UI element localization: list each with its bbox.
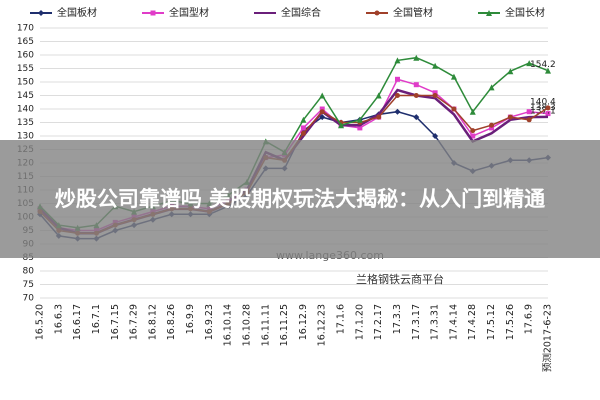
y-tick-label: 150 <box>17 78 34 88</box>
value-label: 138.3 <box>530 103 556 113</box>
point <box>432 62 439 69</box>
x-tick-label: 16.9.23 <box>204 304 215 340</box>
point <box>38 10 44 16</box>
point <box>432 93 438 98</box>
point <box>150 10 156 16</box>
point <box>356 116 363 123</box>
point <box>526 117 532 123</box>
x-tick-label: 17.1.6 <box>336 304 347 334</box>
y-tick-label: 145 <box>17 91 34 101</box>
point <box>489 122 495 128</box>
point <box>545 105 551 111</box>
point <box>526 109 532 115</box>
x-tick-label: 16.8.12 <box>147 304 158 340</box>
x-tick-label: 17.5.26 <box>505 304 516 340</box>
point <box>450 73 457 80</box>
x-tick-label: 16.7.1 <box>91 304 102 334</box>
x-tick-label: 16.11.25 <box>279 304 290 346</box>
point <box>526 60 533 67</box>
legend-label: 全国管材 <box>393 6 433 19</box>
x-tick-label: 17.2.17 <box>373 304 384 340</box>
source: 兰格钢铁云商平台 <box>356 272 444 286</box>
y-tick-label: 170 <box>17 24 34 34</box>
point <box>413 114 420 121</box>
y-tick-label: 165 <box>17 37 34 47</box>
point <box>507 114 513 120</box>
y-tick-label: 70 <box>23 294 35 304</box>
point <box>470 133 476 139</box>
x-tick-label: 17.6.9 <box>524 304 535 334</box>
point <box>432 90 438 96</box>
point <box>413 54 420 61</box>
point <box>394 76 400 82</box>
x-tick-label: 16.6.3 <box>53 304 64 334</box>
point <box>375 92 382 99</box>
x-tick-label: 16.7.15 <box>110 304 121 340</box>
y-tick-label: 80 <box>23 267 35 277</box>
x-tick-label: 16.7.29 <box>129 304 140 340</box>
x-tick-label: 16.11.11 <box>260 304 271 346</box>
legend-label: 全国板材 <box>57 6 97 19</box>
overlay-banner: 炒股公司靠谱吗 美股期权玩法大揭秘：从入门到精通 <box>0 140 600 258</box>
point <box>545 67 551 74</box>
y-tick-label: 75 <box>23 280 34 290</box>
point <box>338 122 345 129</box>
point <box>376 114 382 120</box>
x-tick-label: 17.3.17 <box>411 304 422 340</box>
x-tick-label: 17.4.14 <box>448 304 459 340</box>
point <box>319 106 325 112</box>
y-tick-label: 140 <box>17 105 34 115</box>
point <box>486 10 492 16</box>
point <box>545 111 551 117</box>
point <box>374 10 380 16</box>
overlay-text: 炒股公司靠谱吗 美股期权玩法大揭秘：从入门到精通 <box>54 187 546 211</box>
legend-label: 全国综合 <box>281 6 321 19</box>
point <box>300 130 306 136</box>
y-tick-label: 85 <box>23 253 34 263</box>
x-tick-label: 16.12.23 <box>317 304 328 346</box>
point <box>300 125 306 131</box>
x-tick-label: 17.5.12 <box>486 304 497 340</box>
x-tick-label: 17.3.3 <box>392 304 403 334</box>
x-tick-label: 17.3.31 <box>430 304 441 340</box>
x-tick-label: 16.5.20 <box>35 304 46 340</box>
value-label: 154.2 <box>530 60 556 70</box>
y-tick-label: 130 <box>17 132 34 142</box>
x-tick-label: 17.4.28 <box>467 304 478 340</box>
legend-label: 全国长材 <box>505 6 545 19</box>
x-tick-label: 16.10.14 <box>223 304 234 346</box>
x-tick-label: 16.8.26 <box>166 304 177 340</box>
point <box>489 125 495 131</box>
y-tick-label: 155 <box>17 64 34 74</box>
point <box>469 108 476 115</box>
point <box>394 93 400 98</box>
point <box>432 133 439 139</box>
x-tick-label: 17.1.20 <box>354 304 365 340</box>
point <box>451 106 457 112</box>
x-tick-label: 16.12.9 <box>298 304 309 340</box>
point <box>413 82 419 88</box>
point <box>413 93 419 98</box>
point <box>470 128 476 134</box>
point <box>488 84 495 91</box>
point <box>319 92 326 99</box>
x-tick-label: 16.9.9 <box>185 304 196 334</box>
value-label: 140.4 <box>530 97 556 107</box>
point <box>394 108 401 115</box>
point <box>319 109 325 115</box>
x-tick-label: 16.6.17 <box>72 304 83 340</box>
y-tick-label: 135 <box>17 118 34 128</box>
y-tick-label: 160 <box>17 51 34 61</box>
x-tick-label: 16.10.28 <box>241 304 252 346</box>
point <box>394 57 401 64</box>
legend-label: 全国型材 <box>169 6 209 19</box>
point <box>507 68 514 75</box>
point <box>357 125 363 131</box>
x-tick-label: 预测2017-6-23 <box>543 304 554 372</box>
point <box>300 116 307 123</box>
